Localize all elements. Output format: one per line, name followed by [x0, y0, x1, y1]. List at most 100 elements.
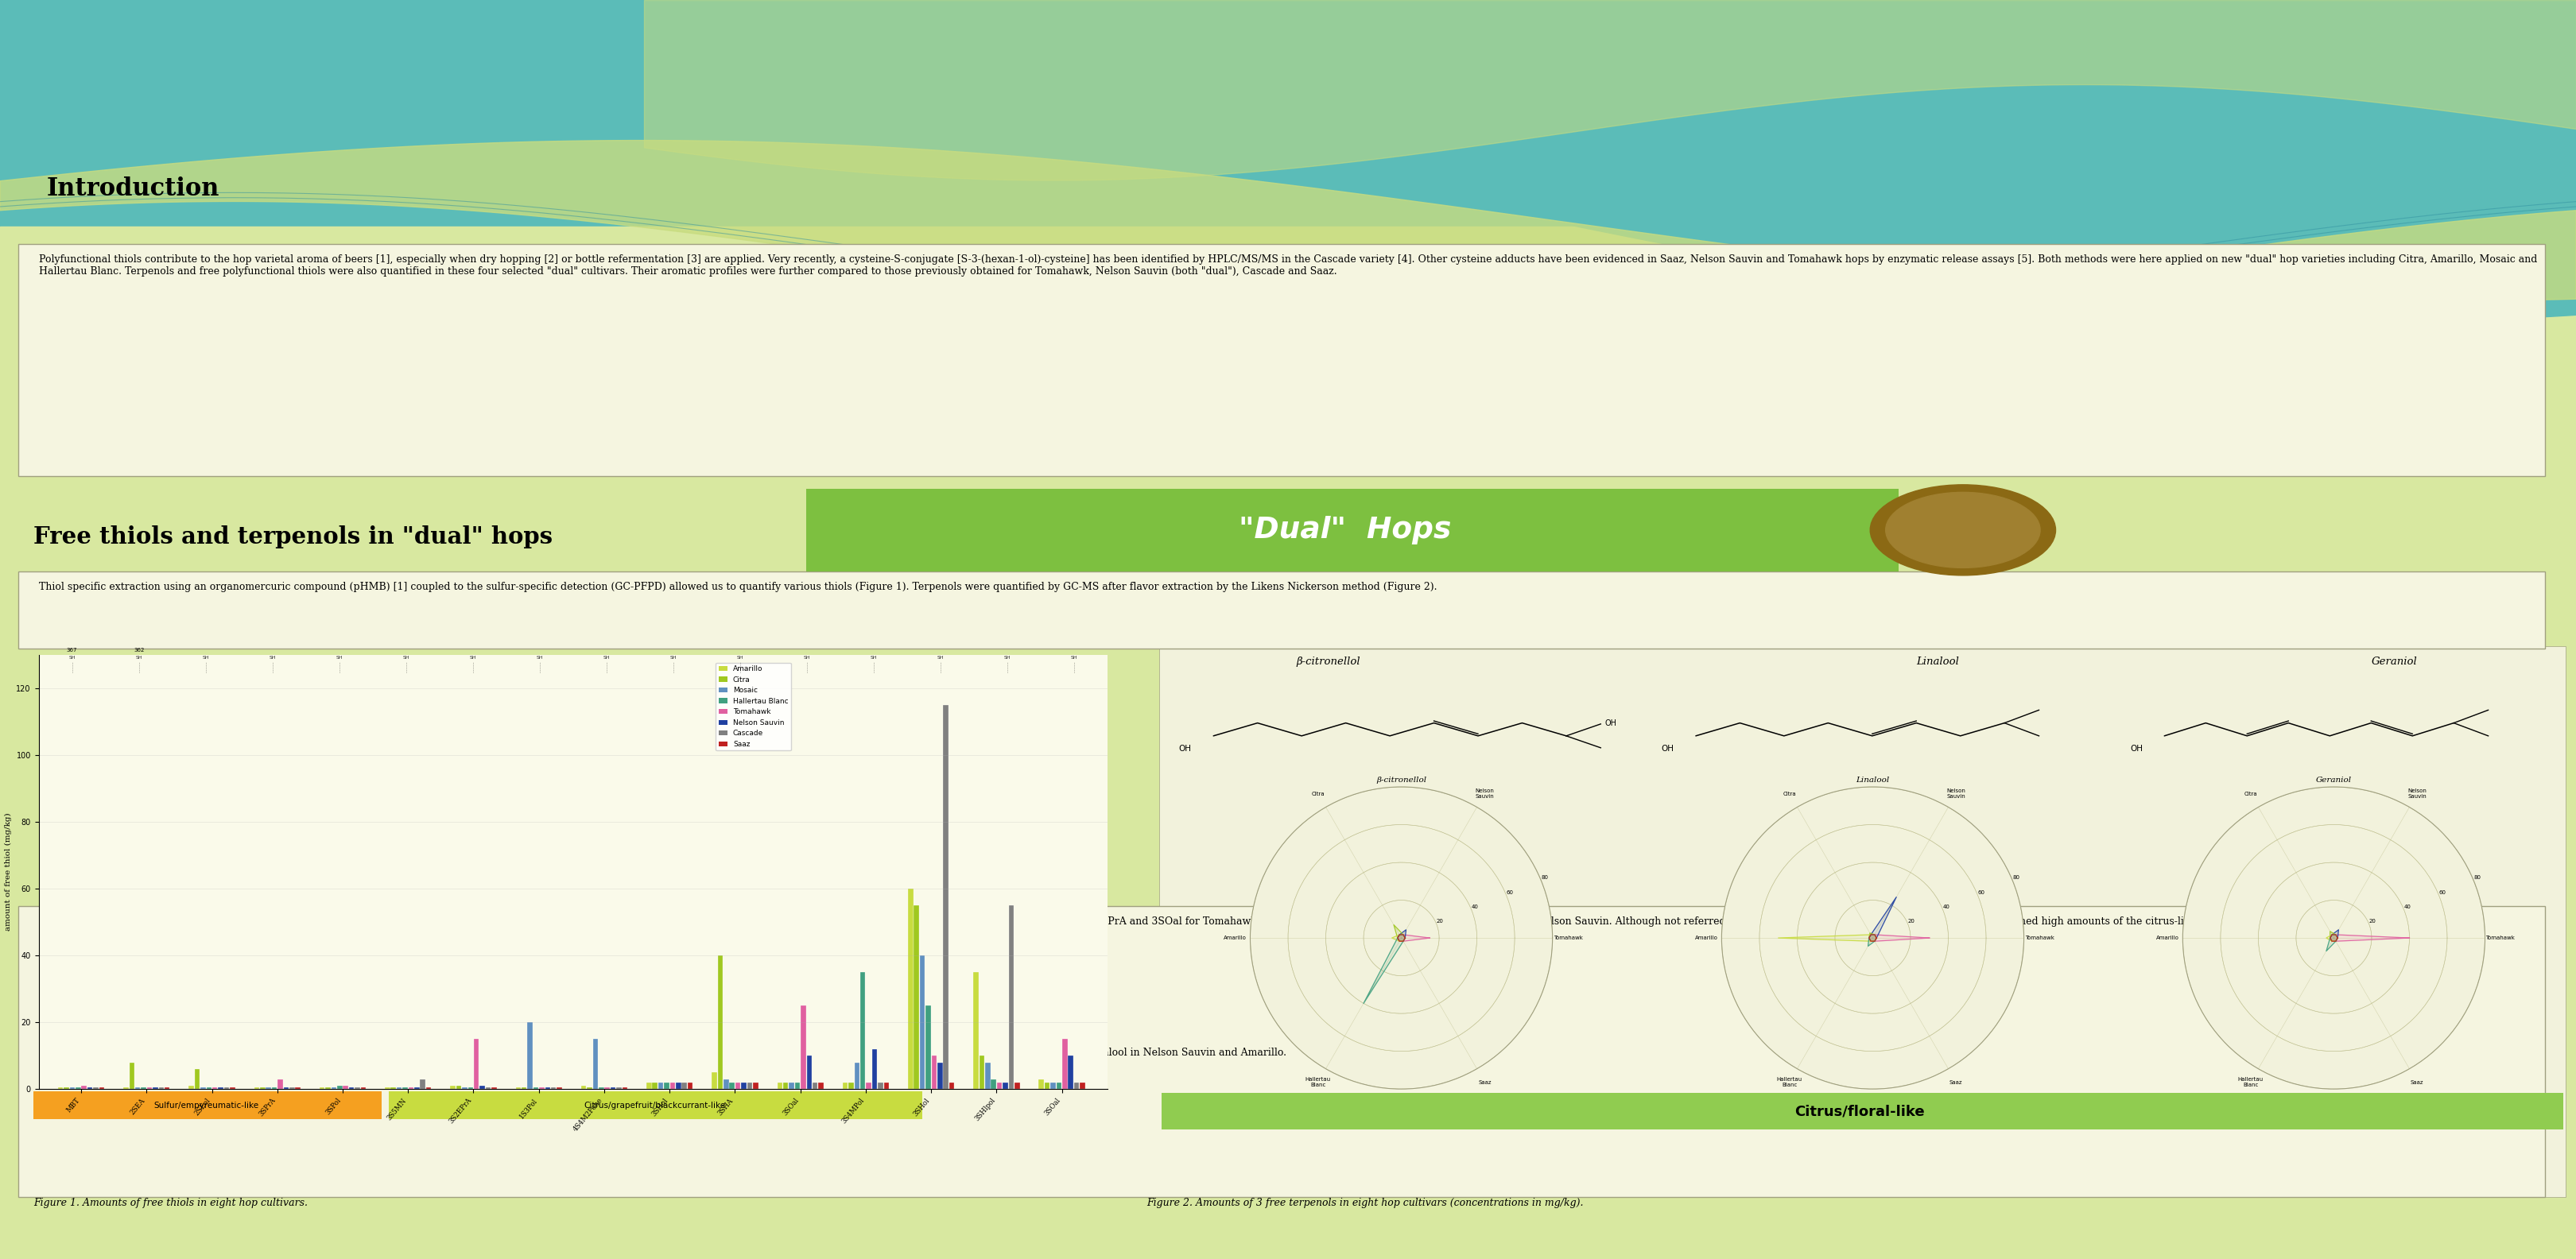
Bar	[742, 1083, 747, 1089]
Bar	[979, 1055, 984, 1089]
Text: SH: SH	[335, 656, 343, 660]
Bar	[556, 1088, 562, 1089]
Bar	[515, 1088, 520, 1089]
Bar	[224, 1088, 229, 1089]
Polygon shape	[1399, 934, 1404, 942]
Bar	[64, 1088, 70, 1089]
Bar	[878, 1083, 884, 1089]
Legend: Amarillo, Citra, Mosaic, Hallertau Blanc, Tomahawk, Nelson Sauvin, Cascade, Saaz: Amarillo, Citra, Mosaic, Hallertau Blanc…	[716, 662, 791, 750]
Bar	[587, 1088, 592, 1089]
Bar	[819, 1083, 824, 1089]
Bar	[0, 0, 2576, 227]
Text: Citrus/floral-like: Citrus/floral-like	[1795, 1104, 1924, 1119]
Polygon shape	[1870, 933, 1875, 942]
Text: SH: SH	[137, 656, 142, 660]
Bar	[479, 1085, 484, 1089]
Bar	[456, 1085, 461, 1089]
Bar	[920, 956, 925, 1089]
FancyBboxPatch shape	[806, 488, 1899, 572]
Polygon shape	[1391, 934, 1404, 942]
Bar	[688, 1083, 693, 1089]
Text: SH: SH	[268, 656, 276, 660]
Bar	[219, 1088, 224, 1089]
FancyBboxPatch shape	[18, 244, 2545, 476]
Bar	[855, 1063, 860, 1089]
Bar	[397, 1088, 402, 1089]
Polygon shape	[2331, 934, 2409, 942]
Bar	[142, 1088, 147, 1089]
Polygon shape	[1870, 934, 1875, 942]
Text: SH: SH	[1072, 656, 1077, 660]
Text: SH: SH	[70, 656, 75, 660]
Bar	[129, 1063, 134, 1089]
Polygon shape	[2326, 934, 2336, 951]
Polygon shape	[2331, 930, 2339, 942]
Bar	[134, 1088, 139, 1089]
Bar	[474, 1039, 479, 1089]
Bar	[943, 705, 948, 1089]
Bar	[265, 1088, 270, 1089]
Text: 367: 367	[67, 648, 77, 653]
Bar	[402, 1088, 407, 1089]
Bar	[675, 1083, 680, 1089]
Text: OH: OH	[1180, 745, 1193, 753]
Bar	[196, 1069, 201, 1089]
Text: Linalool: Linalool	[1917, 656, 1960, 667]
Polygon shape	[1870, 898, 1896, 942]
Bar	[1051, 1083, 1056, 1089]
Text: SH: SH	[737, 656, 744, 660]
Bar	[98, 1088, 103, 1089]
Bar	[1056, 1083, 1061, 1089]
Bar	[914, 905, 920, 1089]
Bar	[933, 1055, 938, 1089]
Bar	[582, 1085, 587, 1089]
Bar	[747, 1083, 752, 1089]
Polygon shape	[1399, 930, 1406, 942]
Bar	[278, 1079, 283, 1089]
Bar	[623, 1088, 629, 1089]
Text: Figure 2. Amounts of 3 free terpenols in eight hop cultivars (concentrations in : Figure 2. Amounts of 3 free terpenols in…	[1146, 1199, 1584, 1209]
Bar	[289, 1088, 294, 1089]
Bar	[652, 1083, 657, 1089]
Bar	[255, 1088, 260, 1089]
Polygon shape	[1394, 925, 1404, 942]
Bar	[848, 1083, 853, 1089]
Bar	[724, 1079, 729, 1089]
Bar	[1038, 1079, 1043, 1089]
Text: Polyfunctional thiols contribute to the hop varietal aroma of beers [1], especia: Polyfunctional thiols contribute to the …	[39, 254, 2537, 277]
Bar	[82, 1085, 88, 1089]
Polygon shape	[2326, 934, 2336, 942]
Y-axis label: amount of free thiol (mg/kg): amount of free thiol (mg/kg)	[5, 813, 13, 930]
Bar	[88, 1088, 93, 1089]
Text: 362: 362	[134, 648, 144, 653]
FancyBboxPatch shape	[389, 1092, 922, 1119]
Bar	[1069, 1055, 1074, 1089]
Text: SH: SH	[871, 656, 878, 660]
Title: Geraniol: Geraniol	[2316, 777, 2352, 784]
Bar	[410, 1088, 415, 1089]
Bar	[260, 1088, 265, 1089]
Bar	[124, 1088, 129, 1089]
Text: SH: SH	[536, 656, 544, 660]
Polygon shape	[1868, 934, 1875, 946]
Bar	[152, 1088, 157, 1089]
Bar	[611, 1088, 616, 1089]
Bar	[211, 1088, 216, 1089]
Text: SH: SH	[670, 656, 677, 660]
Text: Only the "dual" hop cultivars revealed to be exceptional sources of citrus-like : Only the "dual" hop cultivars revealed t…	[39, 1047, 1285, 1058]
FancyBboxPatch shape	[18, 906, 2545, 1197]
Bar	[520, 1088, 526, 1089]
Bar	[734, 1083, 739, 1089]
Polygon shape	[1363, 934, 1404, 1003]
Text: SH: SH	[402, 656, 410, 660]
Bar	[492, 1088, 497, 1089]
Bar	[938, 1063, 943, 1089]
Text: OH: OH	[1662, 745, 1674, 753]
Bar	[1010, 905, 1015, 1089]
FancyBboxPatch shape	[1162, 1093, 2563, 1129]
Bar	[997, 1083, 1002, 1089]
Text: Sulfur/empyreumatic-like: Sulfur/empyreumatic-like	[155, 1102, 258, 1109]
Bar	[1074, 1083, 1079, 1089]
Circle shape	[1870, 485, 2056, 575]
Bar	[796, 1083, 801, 1089]
